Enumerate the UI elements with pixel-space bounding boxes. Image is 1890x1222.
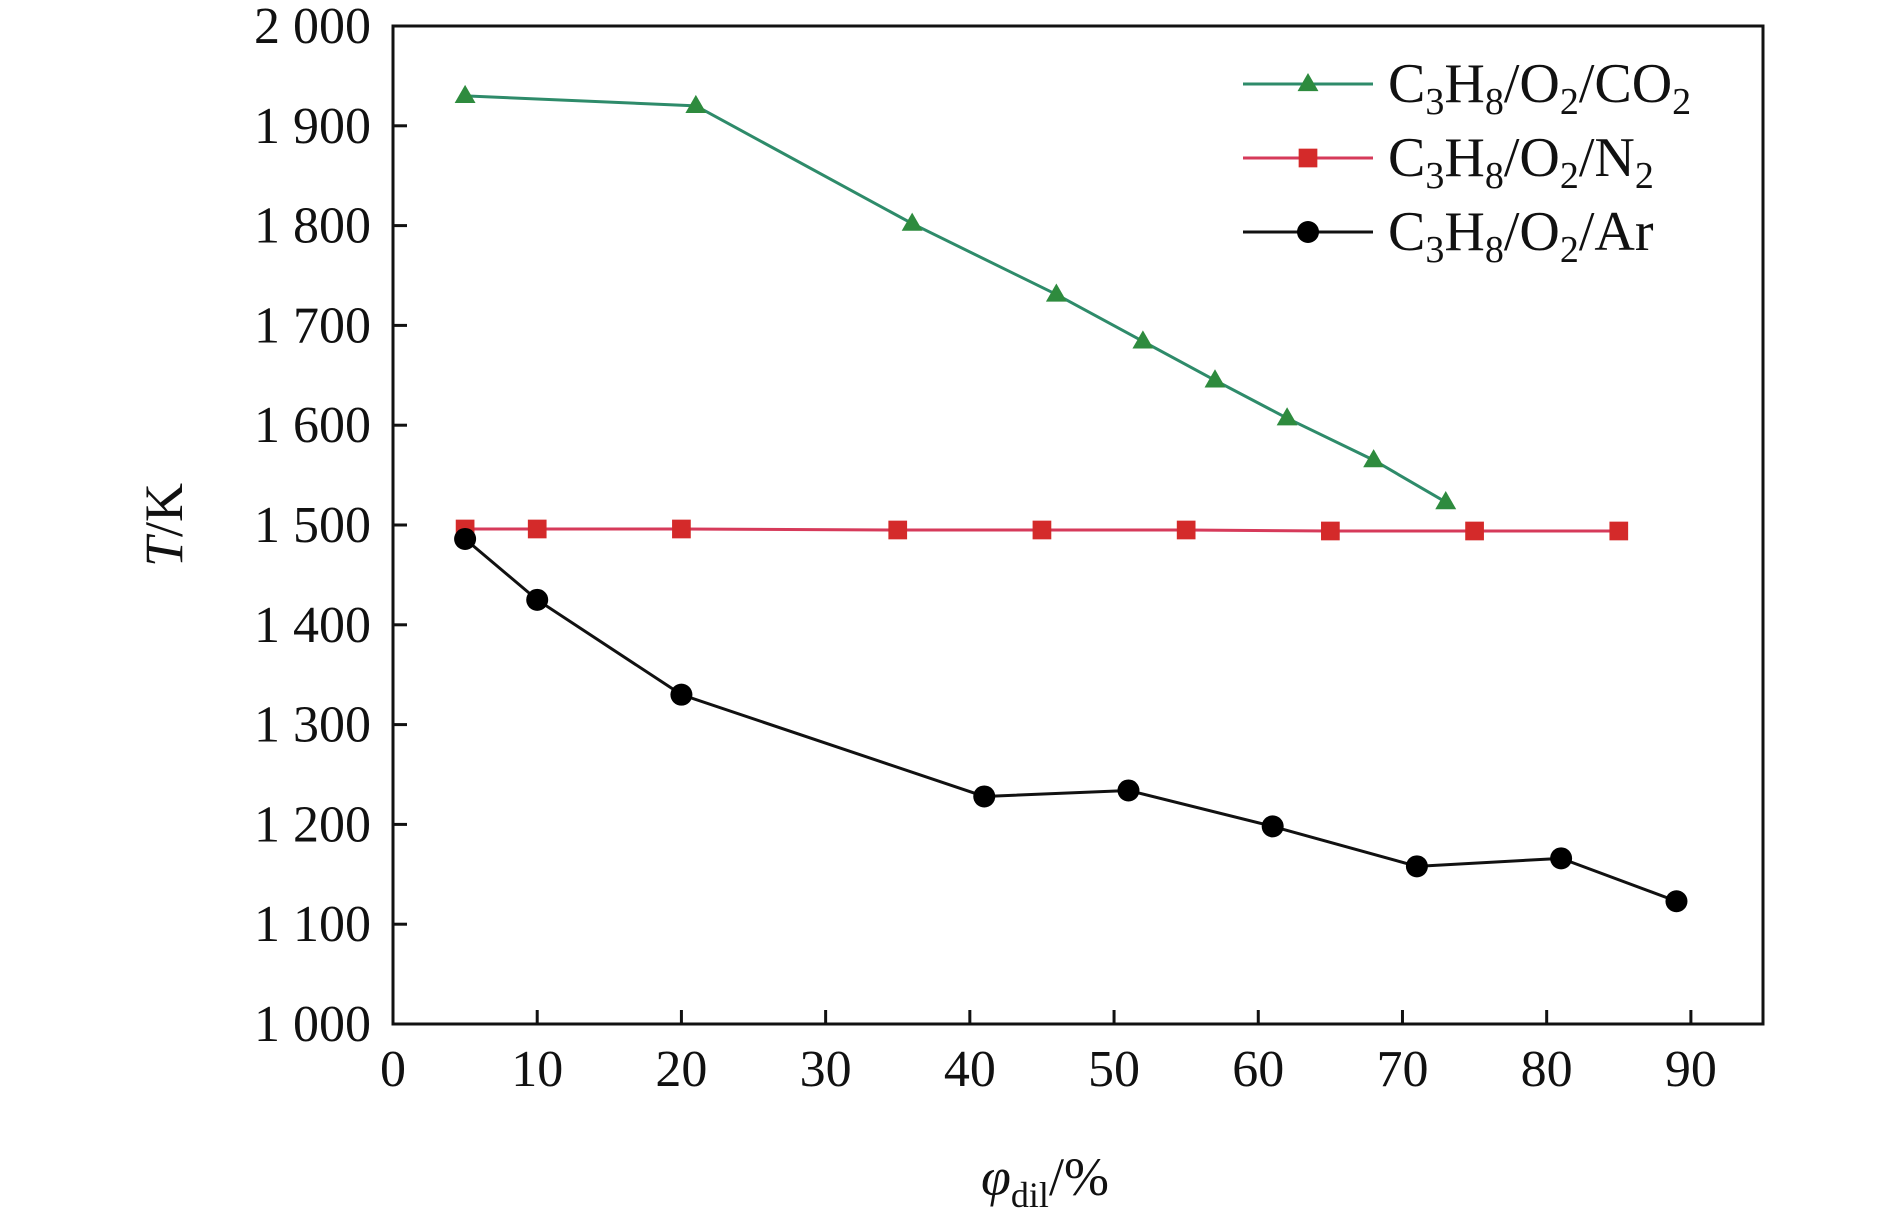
x-tick-label: 90 <box>1665 1041 1717 1098</box>
series-2 <box>455 519 1629 541</box>
data-point <box>1032 520 1052 540</box>
x-tick-label: 10 <box>511 1041 563 1098</box>
x-tick-label: 50 <box>1088 1041 1140 1098</box>
legend-marker <box>1298 148 1318 168</box>
y-tick-label: 1 600 <box>254 397 371 454</box>
data-point <box>1045 283 1067 302</box>
data-point <box>454 527 477 550</box>
y-tick-label: 1 900 <box>254 98 371 155</box>
data-point <box>1435 491 1457 510</box>
legend-label: C3H8/O2/N2 <box>1388 127 1654 197</box>
x-axis-subscript: dil <box>1011 1175 1049 1215</box>
data-point <box>901 212 923 231</box>
y-tick-label: 2 000 <box>254 0 371 55</box>
x-tick-label: 20 <box>655 1041 707 1098</box>
y-axis-title: T/K <box>134 483 194 567</box>
data-point <box>1261 815 1284 838</box>
x-axis-variable: φ <box>981 1147 1011 1207</box>
y-tick-label: 1 100 <box>254 896 371 953</box>
y-tick-label: 1 000 <box>254 996 371 1053</box>
y-axis: 1 000 1 100 1 200 1 300 1 400 1 500 1 600 1 700… <box>254 0 407 1053</box>
y-tick-label: 1 200 <box>254 796 371 853</box>
data-point <box>973 785 996 808</box>
data-point <box>1609 521 1629 541</box>
legend-label: C3H8/O2/CO2 <box>1388 53 1691 123</box>
x-tick-label: 80 <box>1521 1041 1573 1098</box>
x-tick-label: 70 <box>1376 1041 1428 1098</box>
plot-series <box>454 84 1688 913</box>
series-line <box>464 537 1677 903</box>
data-point <box>1276 407 1298 426</box>
legend-label: C3H8/O2/Ar <box>1388 201 1654 271</box>
legend-marker <box>1297 221 1319 243</box>
data-point <box>1321 521 1340 541</box>
data-point <box>1132 330 1154 349</box>
y-axis-variable: T <box>134 533 194 567</box>
data-point <box>1363 449 1385 468</box>
data-point <box>1176 520 1196 540</box>
x-axis: 0 10 20 30 40 50 60 70 80 90 <box>380 1010 1717 1098</box>
y-axis-unit: /K <box>134 483 194 537</box>
data-point <box>527 519 547 539</box>
series-3 <box>454 527 1688 913</box>
y-tick-label: 1 500 <box>254 497 371 554</box>
x-axis-unit: /% <box>1049 1147 1109 1207</box>
data-point <box>685 94 707 113</box>
x-tick-label: 40 <box>944 1041 996 1098</box>
legend-entry: C3H8/O2/Ar <box>1243 201 1654 271</box>
legend-entry: C3H8/O2/N2 <box>1243 127 1654 197</box>
legend-entry: C3H8/O2/CO2 <box>1243 53 1691 123</box>
x-tick-label: 0 <box>380 1041 406 1098</box>
y-tick-label: 1 300 <box>254 697 371 754</box>
data-point <box>670 683 693 706</box>
data-point <box>1550 847 1573 870</box>
x-tick-label: 30 <box>800 1041 852 1098</box>
data-point <box>1117 779 1140 802</box>
y-tick-label: 1 700 <box>254 297 371 354</box>
data-point <box>1405 855 1428 878</box>
data-point <box>526 588 549 611</box>
y-tick-label: 1 800 <box>254 198 371 255</box>
data-point <box>888 520 908 540</box>
data-point <box>672 519 691 539</box>
series-1 <box>454 84 1457 510</box>
data-point <box>1665 890 1688 913</box>
data-point <box>454 84 476 104</box>
x-tick-label: 60 <box>1232 1041 1284 1098</box>
data-point <box>1465 521 1484 541</box>
y-tick-label: 1 400 <box>254 597 371 654</box>
data-point <box>1204 369 1226 388</box>
x-axis-title: φdil/% <box>981 1147 1109 1215</box>
legend-marker <box>1297 73 1319 92</box>
